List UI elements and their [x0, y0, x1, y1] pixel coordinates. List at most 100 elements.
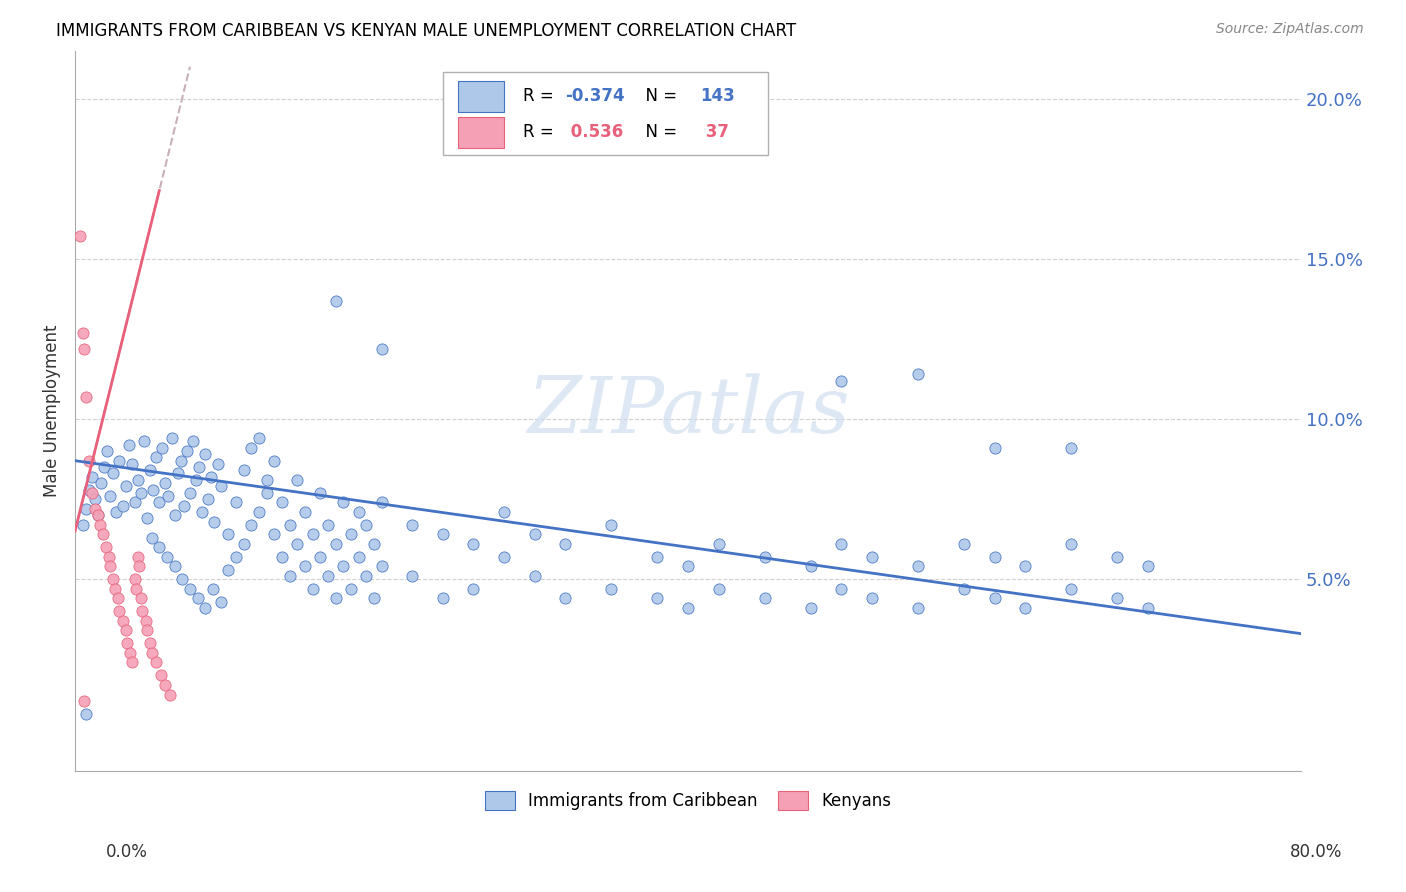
Point: [170, 453, 193, 467]
Point: [172, 572, 194, 586]
Point: [155, 678, 177, 692]
Point: [91, 527, 114, 541]
Point: [983, 591, 1005, 606]
Point: [136, 624, 159, 638]
Point: [907, 559, 929, 574]
Point: [1060, 537, 1083, 551]
Point: [240, 441, 263, 455]
Point: [325, 591, 347, 606]
Point: [204, 515, 226, 529]
Point: [463, 582, 485, 596]
Point: [707, 537, 730, 551]
Point: [240, 517, 263, 532]
Point: [278, 517, 301, 532]
Point: [69, 229, 91, 244]
Point: [201, 582, 224, 596]
Point: [77, 453, 100, 467]
Point: [132, 434, 155, 449]
Point: [270, 495, 292, 509]
Point: [134, 614, 156, 628]
Point: [1136, 601, 1159, 615]
Point: [98, 559, 121, 574]
Point: [107, 591, 129, 606]
Point: [200, 469, 222, 483]
Point: [136, 511, 159, 525]
Point: [270, 549, 292, 564]
Point: [98, 489, 121, 503]
Point: [830, 582, 852, 596]
Point: [114, 479, 136, 493]
Point: [125, 582, 148, 596]
FancyBboxPatch shape: [443, 72, 768, 155]
Point: [93, 460, 115, 475]
Point: [84, 501, 107, 516]
Point: [983, 441, 1005, 455]
Point: [754, 549, 776, 564]
Point: [163, 508, 186, 523]
Point: [907, 368, 929, 382]
Point: [194, 447, 217, 461]
Point: [354, 517, 377, 532]
Point: [285, 473, 308, 487]
Point: [256, 485, 278, 500]
Point: [983, 549, 1005, 564]
Point: [73, 694, 96, 708]
Point: [157, 489, 180, 503]
Point: [127, 549, 149, 564]
Point: [181, 434, 204, 449]
Point: [309, 485, 332, 500]
Point: [148, 495, 170, 509]
Point: [1060, 441, 1083, 455]
Point: [115, 636, 138, 650]
Point: [800, 601, 823, 615]
Point: [363, 591, 385, 606]
Point: [494, 549, 516, 564]
Point: [1136, 559, 1159, 574]
Point: [294, 559, 316, 574]
Point: [150, 441, 173, 455]
Point: [73, 342, 96, 356]
Point: [75, 390, 97, 404]
Point: [176, 444, 198, 458]
Point: [80, 485, 103, 500]
Point: [370, 342, 392, 356]
Point: [600, 582, 623, 596]
Point: [121, 656, 143, 670]
Point: [463, 537, 485, 551]
Point: [166, 467, 188, 481]
Point: [325, 293, 347, 308]
Point: [332, 559, 354, 574]
Point: [127, 473, 149, 487]
Text: 80.0%: 80.0%: [1291, 843, 1343, 861]
Point: [707, 582, 730, 596]
Point: [370, 495, 392, 509]
Y-axis label: Male Unemployment: Male Unemployment: [44, 325, 60, 497]
Point: [316, 569, 339, 583]
Point: [232, 463, 254, 477]
Point: [860, 549, 883, 564]
Point: [554, 591, 576, 606]
Point: [159, 688, 181, 702]
Point: [87, 508, 110, 523]
Point: [128, 559, 150, 574]
Point: [72, 517, 94, 532]
Point: [173, 499, 195, 513]
Point: [145, 450, 167, 465]
Point: [217, 563, 239, 577]
Point: [523, 569, 546, 583]
Point: [96, 444, 118, 458]
Point: [340, 582, 363, 596]
Point: [207, 457, 229, 471]
Point: [347, 549, 370, 564]
Point: [94, 540, 117, 554]
Point: [155, 476, 177, 491]
Point: [754, 591, 776, 606]
Point: [131, 604, 153, 618]
Point: [184, 473, 207, 487]
Point: [209, 594, 232, 608]
Point: [401, 569, 423, 583]
Text: Source: ZipAtlas.com: Source: ZipAtlas.com: [1216, 22, 1364, 37]
Point: [77, 483, 100, 497]
Point: [432, 591, 454, 606]
Point: [860, 591, 883, 606]
